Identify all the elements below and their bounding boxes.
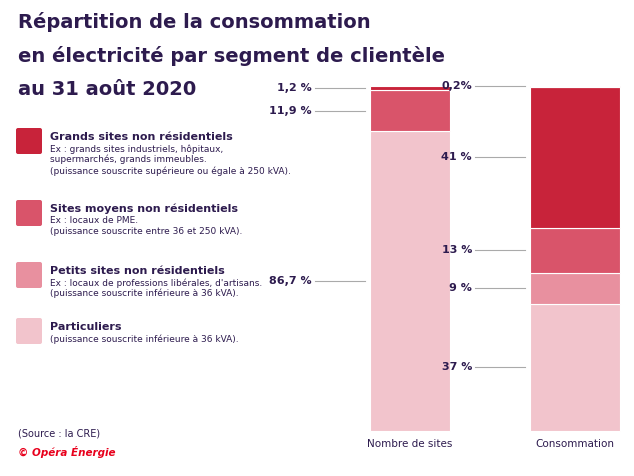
FancyBboxPatch shape [16,128,42,154]
FancyBboxPatch shape [16,200,42,226]
Bar [530,273,620,304]
Text: 9 %: 9 % [449,283,472,293]
Text: 13 %: 13 % [442,245,472,255]
Text: Particuliers: Particuliers [50,322,122,332]
Bar [370,86,450,90]
Text: 41 %: 41 % [441,152,472,162]
Text: (Source : la CRE): (Source : la CRE) [18,428,100,438]
Text: Ex : grands sites industriels, hôpitaux,: Ex : grands sites industriels, hôpitaux, [50,144,223,153]
Bar [530,86,620,87]
Bar [530,228,620,273]
Text: 1,2 %: 1,2 % [277,83,312,93]
Bar [370,131,450,431]
FancyBboxPatch shape [16,318,42,344]
Text: Grands sites non résidentiels: Grands sites non résidentiels [50,132,233,142]
Text: Sites moyens non résidentiels: Sites moyens non résidentiels [50,204,238,215]
Text: © Opéra Énergie: © Opéra Énergie [18,446,115,458]
Text: (puissance souscrite entre 36 et 250 kVA).: (puissance souscrite entre 36 et 250 kVA… [50,227,242,236]
Text: Ex : locaux de PME.: Ex : locaux de PME. [50,216,138,225]
Text: Répartition de la consommation: Répartition de la consommation [18,12,371,32]
Text: Ex : locaux de professions libérales, d'artisans.: Ex : locaux de professions libérales, d'… [50,278,262,288]
Text: (puissance souscrite supérieure ou égale à 250 kVA).: (puissance souscrite supérieure ou égale… [50,166,291,176]
Text: 11,9 %: 11,9 % [269,106,312,116]
Text: 0,2%: 0,2% [441,81,472,91]
Bar [370,90,450,131]
Bar [530,304,620,431]
Text: Consommation: Consommation [536,439,614,449]
Text: supermarchés, grands immeubles.: supermarchés, grands immeubles. [50,155,207,165]
Text: (puissance souscrite inférieure à 36 kVA).: (puissance souscrite inférieure à 36 kVA… [50,289,238,298]
Text: 86,7 %: 86,7 % [269,276,312,286]
Text: Petits sites non résidentiels: Petits sites non résidentiels [50,266,224,276]
FancyBboxPatch shape [16,262,42,288]
Text: Nombre de sites: Nombre de sites [367,439,453,449]
Text: en électricité par segment de clientèle: en électricité par segment de clientèle [18,46,445,66]
Text: (puissance souscrite inférieure à 36 kVA).: (puissance souscrite inférieure à 36 kVA… [50,334,238,344]
Text: au 31 août 2020: au 31 août 2020 [18,80,197,99]
Bar [530,87,620,228]
Text: 37 %: 37 % [442,362,472,372]
